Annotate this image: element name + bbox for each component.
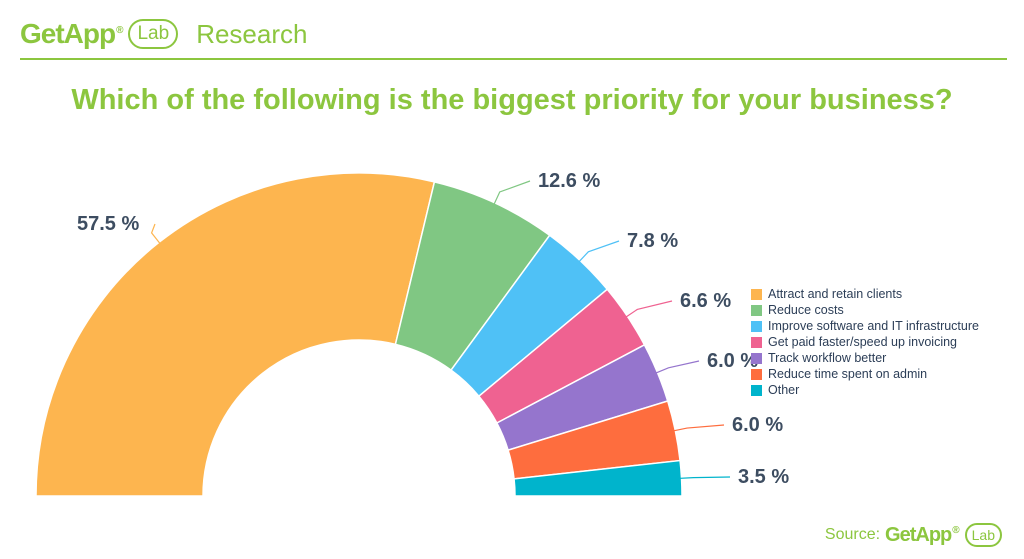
legend-label: Reduce time spent on admin <box>768 367 928 381</box>
data-label-get-paid-faster-speed-up-invoicing: 6.6 % <box>680 290 731 312</box>
data-label-track-workflow-better: 6.0 % <box>707 350 758 372</box>
registered-mark: ® <box>116 24 123 36</box>
legend-item-other: Other <box>751 382 979 398</box>
leader-line-other <box>675 476 731 480</box>
slice-other <box>513 459 683 497</box>
legend-label: Reduce costs <box>768 303 844 317</box>
leader-line-get-paid-faster-speed-up-invoicing <box>621 300 673 320</box>
data-label-reduce-time-spent-on-admin: 6.0 % <box>732 414 783 436</box>
legend-item-attract-and-retain-clients: Attract and retain clients <box>751 286 979 302</box>
legend-item-reduce-time-spent-on-admin: Reduce time spent on admin <box>751 366 979 382</box>
legend-swatch <box>751 320 762 332</box>
footer-brand-name: GetApp <box>885 523 952 546</box>
legend-label: Get paid faster/speed up invoicing <box>768 335 958 349</box>
data-label-other: 3.5 % <box>738 466 789 488</box>
chart-title: Which of the following is the biggest pr… <box>71 84 953 116</box>
legend-item-improve-software-and-it-infrastructure: Improve software and IT infrastructure <box>751 318 979 334</box>
legend-label: Attract and retain clients <box>768 287 903 301</box>
lab-badge: Lab <box>128 19 179 49</box>
leader-line-reduce-time-spent-on-admin <box>669 424 725 433</box>
source-footer: Source: GetApp® Lab <box>825 523 1002 547</box>
legend-label: Other <box>768 383 800 397</box>
header-divider <box>20 58 1007 60</box>
leader-line-improve-software-and-it-infrastructure <box>575 240 620 266</box>
legend-swatch <box>751 336 762 348</box>
brand-name: GetApp <box>20 18 116 49</box>
legend-swatch <box>751 352 762 364</box>
header: GetApp® Lab Research <box>20 14 307 54</box>
slice-attract-and-retain-clients <box>35 172 436 497</box>
legend-swatch <box>751 384 762 396</box>
legend-swatch <box>751 368 762 380</box>
leader-line-attract-and-retain-clients <box>150 223 164 248</box>
footer-registered-mark: ® <box>952 524 959 536</box>
getapp-logo: GetApp® <box>20 18 124 50</box>
source-label: Source: <box>824 526 881 543</box>
legend-item-get-paid-faster-speed-up-invoicing: Get paid faster/speed up invoicing <box>751 334 979 350</box>
legend-item-track-workflow-better: Track workflow better <box>751 350 979 366</box>
footer-lab-badge: Lab <box>964 523 1002 547</box>
chart-legend: Attract and retain clients Reduce costs Im… <box>751 286 979 398</box>
data-label-reduce-costs: 12.6 % <box>538 170 600 192</box>
data-label-improve-software-and-it-infrastructure: 7.8 % <box>627 230 678 252</box>
legend-swatch <box>751 288 762 300</box>
legend-label: Improve software and IT infrastructure <box>768 319 979 333</box>
leader-line-track-workflow-better <box>651 360 700 376</box>
leader-line-reduce-costs <box>491 180 531 209</box>
legend-label: Track workflow better <box>768 351 887 365</box>
data-label-attract-and-retain-clients: 57.5 % <box>77 213 139 235</box>
section-title: Research <box>196 18 308 49</box>
legend-swatch <box>751 304 762 316</box>
footer-getapp-logo: GetApp® <box>885 523 960 547</box>
legend-item-reduce-costs: Reduce costs <box>751 302 979 318</box>
